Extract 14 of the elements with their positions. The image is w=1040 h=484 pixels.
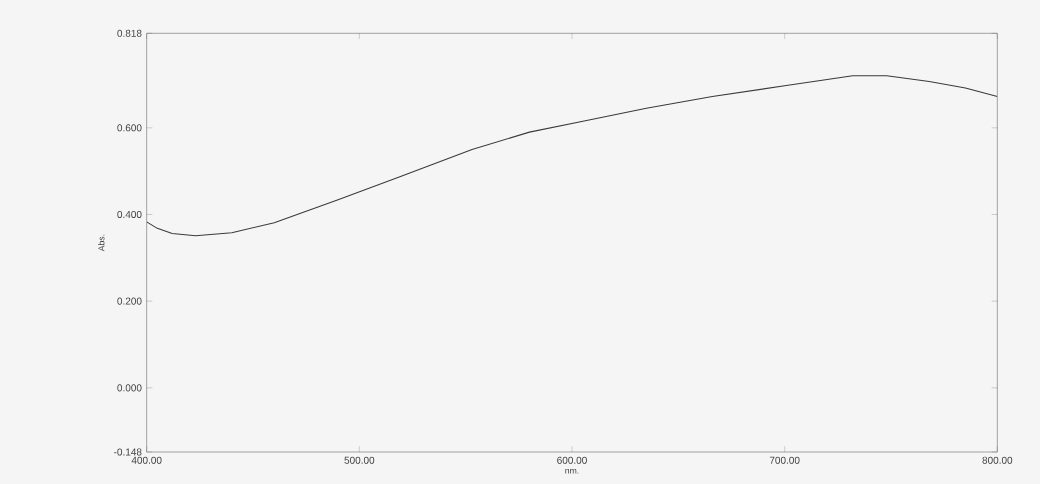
y-tick-label: 0.600 [117, 124, 142, 132]
y-tick-label: 0.818 [117, 29, 142, 37]
line-series [146, 75, 998, 237]
y-axis-title: Abs. [98, 234, 105, 252]
y-tick-label: 0.000 [117, 384, 142, 392]
y-tick-label: -0.148 [114, 448, 142, 456]
y-tick-label: 0.400 [117, 210, 142, 219]
x-tick-label: 700.00 [769, 456, 800, 464]
x-tick-label: 800.00 [982, 456, 1013, 464]
x-axis-title: nm. [565, 468, 579, 474]
x-tick-label: 400.00 [131, 456, 162, 464]
y-tick-label: 0.200 [117, 297, 142, 305]
x-tick-label: 600.00 [557, 456, 587, 464]
x-tick-label: 500.00 [344, 456, 375, 464]
